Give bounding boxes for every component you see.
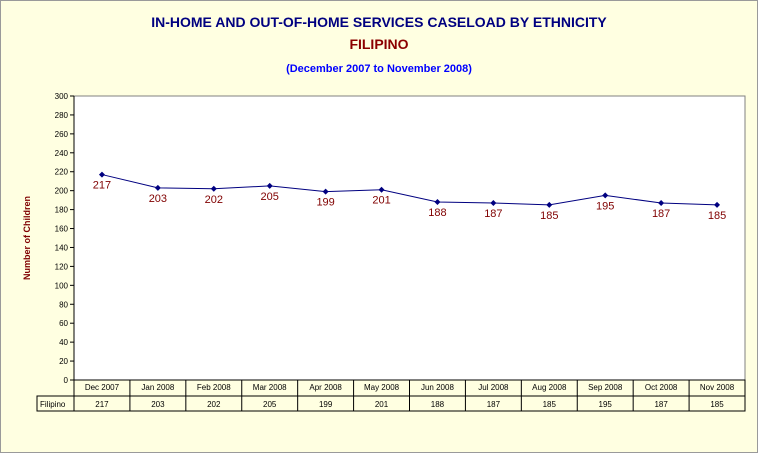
data-table-series-name: Filipino bbox=[40, 400, 66, 409]
data-point bbox=[98, 171, 105, 178]
x-tick-label: Jul 2008 bbox=[478, 383, 509, 392]
y-tick-label: 280 bbox=[55, 111, 69, 120]
data-label: 188 bbox=[428, 207, 446, 219]
data-label: 195 bbox=[596, 200, 614, 212]
y-tick-label: 220 bbox=[55, 168, 69, 177]
y-tick-label: 20 bbox=[59, 357, 68, 366]
y-tick-label: 60 bbox=[59, 319, 68, 328]
y-tick-label: 140 bbox=[55, 243, 69, 252]
x-tick-label: Oct 2008 bbox=[645, 383, 678, 392]
series-line bbox=[101, 174, 718, 206]
x-tick-label: Sep 2008 bbox=[588, 383, 623, 392]
y-tick-label: 300 bbox=[55, 92, 69, 101]
data-label: 203 bbox=[149, 193, 167, 205]
data-table-value: 185 bbox=[543, 400, 557, 409]
data-point bbox=[378, 186, 385, 193]
data-label: 187 bbox=[484, 208, 502, 220]
data-table-value: 187 bbox=[654, 400, 668, 409]
data-point bbox=[266, 182, 273, 189]
chart-subtitle: FILIPINO bbox=[349, 36, 409, 52]
plot-area bbox=[73, 95, 746, 381]
data-table-legend-cell bbox=[36, 395, 75, 412]
data-table-value: 195 bbox=[599, 400, 613, 409]
x-tick-label: Mar 2008 bbox=[253, 383, 287, 392]
x-tick-label: Aug 2008 bbox=[532, 383, 567, 392]
x-tick-label: Nov 2008 bbox=[700, 383, 735, 392]
x-tick-label: Feb 2008 bbox=[197, 383, 231, 392]
data-label: 199 bbox=[316, 197, 334, 209]
data-table-value: 201 bbox=[375, 400, 389, 409]
data-table-value: 199 bbox=[319, 400, 333, 409]
y-tick-label: 160 bbox=[55, 225, 69, 234]
data-point bbox=[154, 184, 161, 191]
data-point bbox=[658, 199, 665, 206]
y-tick-label: 100 bbox=[55, 281, 69, 290]
data-label: 217 bbox=[93, 180, 111, 192]
data-table-value: 205 bbox=[263, 400, 277, 409]
data-point bbox=[490, 199, 497, 206]
data-point bbox=[434, 199, 441, 206]
y-tick-label: 120 bbox=[55, 262, 69, 271]
data-label: 185 bbox=[540, 210, 558, 222]
data-table-value: 202 bbox=[207, 400, 221, 409]
y-tick-label: 180 bbox=[55, 206, 69, 215]
x-tick-label: Apr 2008 bbox=[309, 383, 342, 392]
data-point bbox=[210, 185, 217, 192]
data-point bbox=[602, 192, 609, 199]
y-tick-label: 260 bbox=[55, 130, 69, 139]
data-point bbox=[322, 188, 329, 195]
date-range: (December 2007 to November 2008) bbox=[286, 63, 472, 75]
data-point bbox=[714, 201, 721, 208]
x-tick-label: Jun 2008 bbox=[421, 383, 454, 392]
y-tick-label: 40 bbox=[59, 338, 68, 347]
chart-title: IN-HOME AND OUT-OF-HOME SERVICES CASELOA… bbox=[151, 14, 607, 30]
data-label: 201 bbox=[372, 195, 390, 207]
y-tick-label: 200 bbox=[55, 187, 69, 196]
data-table-value: 203 bbox=[151, 400, 165, 409]
data-table-value: 217 bbox=[95, 400, 109, 409]
data-label: 202 bbox=[205, 194, 223, 206]
x-tick-label: May 2008 bbox=[364, 383, 400, 392]
data-label: 187 bbox=[652, 208, 670, 220]
y-axis-label: Number of Children bbox=[22, 196, 32, 280]
data-table-value: 187 bbox=[487, 400, 501, 409]
data-label: 205 bbox=[261, 191, 279, 203]
data-point bbox=[546, 201, 553, 208]
data-table-value: 188 bbox=[431, 400, 445, 409]
y-tick-label: 240 bbox=[55, 149, 69, 158]
data-table-value: 185 bbox=[710, 400, 724, 409]
data-label: 185 bbox=[708, 210, 726, 222]
x-tick-label: Jan 2008 bbox=[141, 383, 174, 392]
y-tick-label: 0 bbox=[64, 376, 69, 385]
y-tick-label: 80 bbox=[59, 300, 68, 309]
x-tick-label: Dec 2007 bbox=[85, 383, 120, 392]
